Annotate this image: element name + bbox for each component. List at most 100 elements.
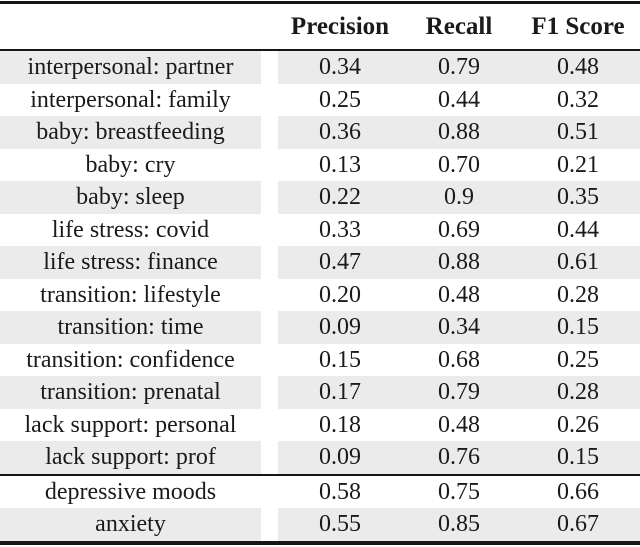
row-label: life stress: finance [0, 246, 261, 279]
table-header-rule [0, 49, 640, 51]
precision-value: 0.55 [278, 508, 402, 541]
table-top-rule [0, 1, 640, 4]
column-gap [261, 476, 278, 509]
row-label: interpersonal: family [30, 86, 231, 113]
table-row: interpersonal: family 0.25 0.44 0.32 [0, 84, 640, 117]
column-gap [261, 181, 278, 214]
recall-value: 0.76 [402, 441, 516, 474]
table-row: transition: lifestyle 0.20 0.48 0.28 [0, 279, 640, 312]
column-gap [261, 246, 278, 279]
row-label: depressive moods [44, 478, 217, 505]
row-label: interpersonal: partner [0, 51, 261, 84]
recall-value: 0.34 [402, 311, 516, 344]
column-gap [261, 311, 278, 344]
f1-value: 0.32 [557, 86, 599, 113]
table-row: anxiety 0.55 0.85 0.67 [0, 508, 640, 541]
column-gap [261, 508, 278, 541]
table-row: transition: prenatal 0.17 0.79 0.28 [0, 376, 640, 409]
table-row: transition: time 0.09 0.34 0.15 [0, 311, 640, 344]
table-row: depressive moods 0.58 0.75 0.66 [0, 476, 640, 509]
recall-value: 0.88 [402, 116, 516, 149]
column-gap [261, 279, 278, 312]
recall-value: 0.48 [438, 281, 480, 308]
f1-value: 0.66 [557, 478, 599, 505]
precision-value: 0.18 [319, 411, 361, 438]
column-gap [261, 214, 278, 247]
row-label: transition: lifestyle [40, 281, 221, 308]
recall-value: 0.44 [438, 86, 480, 113]
row-label: baby: sleep [0, 181, 261, 214]
table-row: baby: cry 0.13 0.70 0.21 [0, 149, 640, 182]
f1-value: 0.26 [557, 411, 599, 438]
column-header-f1: F1 Score [531, 13, 625, 40]
table-row: life stress: finance 0.47 0.88 0.61 [0, 246, 640, 279]
precision-value: 0.25 [319, 86, 361, 113]
recall-value: 0.70 [438, 151, 480, 178]
table-row: lack support: prof 0.09 0.76 0.15 [0, 441, 640, 474]
column-gap [261, 441, 278, 474]
column-gap [261, 409, 278, 442]
recall-value: 0.68 [438, 346, 480, 373]
recall-value: 0.79 [402, 376, 516, 409]
recall-value: 0.69 [438, 216, 480, 243]
table-row: baby: breastfeeding 0.36 0.88 0.51 [0, 116, 640, 149]
f1-value: 0.15 [516, 311, 640, 344]
row-label: lack support: personal [24, 411, 237, 438]
precision-value: 0.22 [278, 181, 402, 214]
precision-value: 0.15 [319, 346, 361, 373]
column-gap [261, 84, 278, 117]
f1-value: 0.67 [516, 508, 640, 541]
column-gap [261, 344, 278, 377]
table-row: life stress: covid 0.33 0.69 0.44 [0, 214, 640, 247]
recall-value: 0.88 [402, 246, 516, 279]
f1-value: 0.21 [557, 151, 599, 178]
row-label: transition: confidence [26, 346, 235, 373]
f1-value: 0.61 [516, 246, 640, 279]
f1-value: 0.25 [557, 346, 599, 373]
f1-value: 0.48 [516, 51, 640, 84]
precision-value: 0.20 [319, 281, 361, 308]
table-row: baby: sleep 0.22 0.9 0.35 [0, 181, 640, 214]
recall-value: 0.48 [438, 411, 480, 438]
precision-value: 0.09 [278, 441, 402, 474]
recall-value: 0.85 [402, 508, 516, 541]
table-row: transition: confidence 0.15 0.68 0.25 [0, 344, 640, 377]
f1-value: 0.28 [557, 281, 599, 308]
table-row: lack support: personal 0.18 0.48 0.26 [0, 409, 640, 442]
precision-value: 0.58 [319, 478, 361, 505]
precision-value: 0.47 [278, 246, 402, 279]
precision-value: 0.17 [278, 376, 402, 409]
row-label: transition: time [0, 311, 261, 344]
row-label: anxiety [0, 508, 261, 541]
table-body-categories: interpersonal: partner 0.34 0.79 0.48 in… [0, 51, 640, 474]
row-label: baby: cry [85, 151, 176, 178]
f1-value: 0.51 [516, 116, 640, 149]
table-bottom-rule [0, 540, 640, 545]
header-empty-cell [0, 4, 261, 49]
row-label: lack support: prof [0, 441, 261, 474]
column-gap [261, 51, 278, 84]
precision-value: 0.34 [278, 51, 402, 84]
column-gap [261, 4, 278, 49]
table-header-row: Precision Recall F1 Score [0, 4, 640, 49]
precision-value: 0.33 [319, 216, 361, 243]
recall-value: 0.79 [402, 51, 516, 84]
f1-value: 0.28 [516, 376, 640, 409]
table-row: interpersonal: partner 0.34 0.79 0.48 [0, 51, 640, 84]
f1-value: 0.15 [516, 441, 640, 474]
column-header-recall: Recall [425, 13, 493, 40]
precision-value: 0.09 [278, 311, 402, 344]
column-gap [261, 149, 278, 182]
f1-value: 0.35 [516, 181, 640, 214]
row-label: transition: prenatal [0, 376, 261, 409]
table-body-moods: depressive moods 0.58 0.75 0.66 anxiety … [0, 476, 640, 541]
column-header-precision: Precision [290, 13, 390, 40]
precision-value: 0.36 [278, 116, 402, 149]
row-label: baby: breastfeeding [0, 116, 261, 149]
recall-value: 0.9 [402, 181, 516, 214]
row-label: life stress: covid [51, 216, 210, 243]
table-mid-rule [0, 473, 640, 476]
column-gap [261, 116, 278, 149]
recall-value: 0.75 [438, 478, 480, 505]
